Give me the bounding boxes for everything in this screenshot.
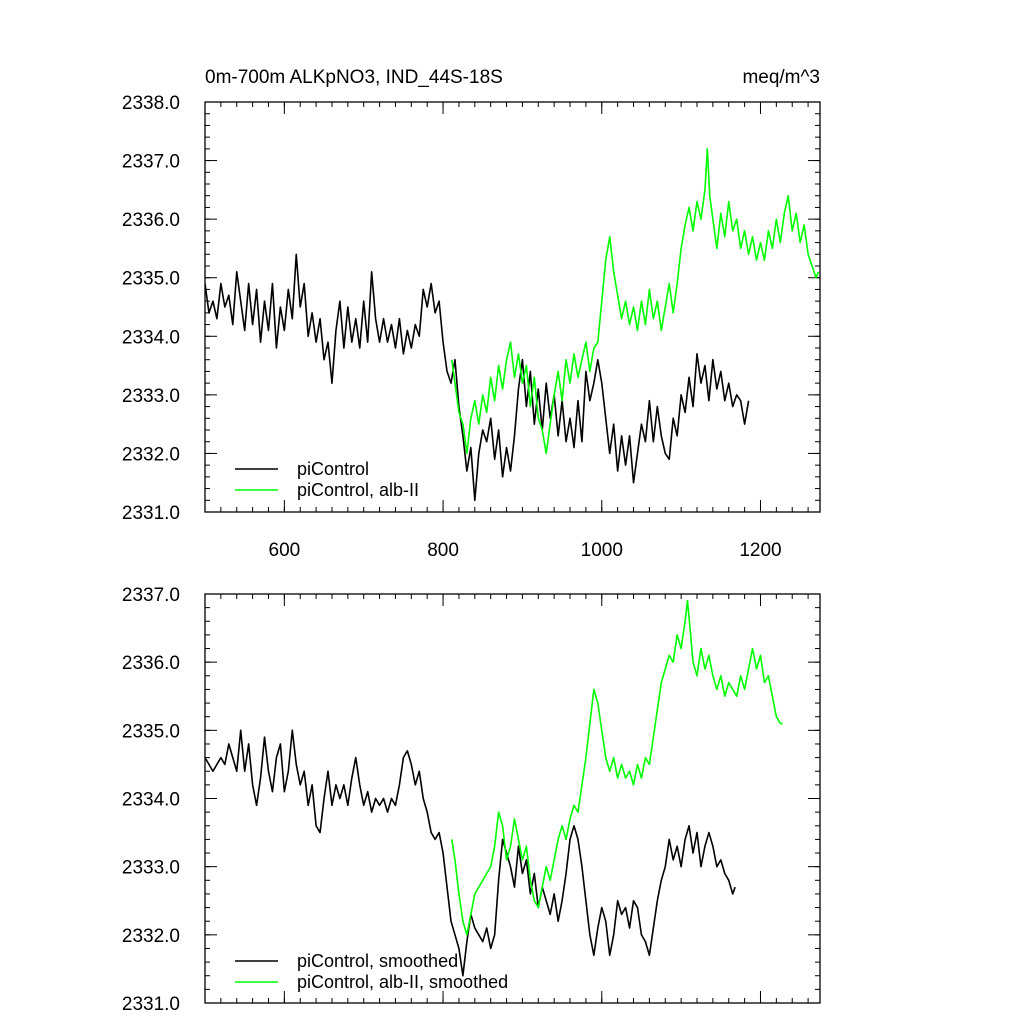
y-tick-label: 2333.0 bbox=[122, 386, 180, 407]
legend-label-2: piControl, alb-II, smoothed bbox=[297, 972, 508, 992]
y-tick-label: 2338.0 bbox=[122, 93, 180, 114]
series-line-1 bbox=[205, 729, 736, 977]
y-tick-label: 2336.0 bbox=[122, 210, 180, 231]
x-tick-label: 600 bbox=[269, 540, 301, 561]
y-tick-label: 2335.0 bbox=[122, 721, 180, 742]
legend-label-2: piControl, alb-II bbox=[297, 480, 419, 500]
legend-label-1: piControl, smoothed bbox=[297, 951, 458, 971]
y-tick-label: 2332.0 bbox=[122, 444, 180, 465]
chart-units: meq/m^3 bbox=[742, 67, 820, 88]
y-tick-label: 2334.0 bbox=[122, 327, 180, 348]
plot-frame bbox=[204, 101, 821, 513]
y-tick-label: 2331.0 bbox=[122, 503, 180, 524]
y-tick-label: 2336.0 bbox=[122, 653, 180, 674]
y-tick-label: 2331.0 bbox=[122, 994, 180, 1015]
series-line-2 bbox=[450, 148, 820, 455]
y-tick-label: 2334.0 bbox=[122, 790, 180, 811]
chart-title: 0m-700m ALKpNO3, IND_44S-18S bbox=[205, 67, 503, 88]
x-tick-label: 800 bbox=[427, 540, 459, 561]
x-tick-label: 1200 bbox=[739, 540, 781, 561]
series-line-1 bbox=[205, 253, 750, 502]
y-tick-label: 2332.0 bbox=[122, 926, 180, 947]
series-line-2 bbox=[450, 600, 783, 936]
bottom-panel: 2331.0 2332.0 2333.0 2334.0 2335.0 2336.0 2337… bbox=[122, 585, 821, 1015]
plot-frame bbox=[204, 593, 821, 1004]
y-tick-label: 2337.0 bbox=[122, 152, 180, 173]
y-tick-label: 2337.0 bbox=[122, 585, 180, 606]
top-panel: 600 800 1000 1200 2331.0 2332.0 2333.0 2334.0 23… bbox=[122, 93, 821, 561]
x-tick-label: 1000 bbox=[581, 540, 623, 561]
legend-label-1: piControl bbox=[297, 459, 369, 479]
y-tick-label: 2333.0 bbox=[122, 858, 180, 879]
y-tick-label: 2335.0 bbox=[122, 269, 180, 290]
